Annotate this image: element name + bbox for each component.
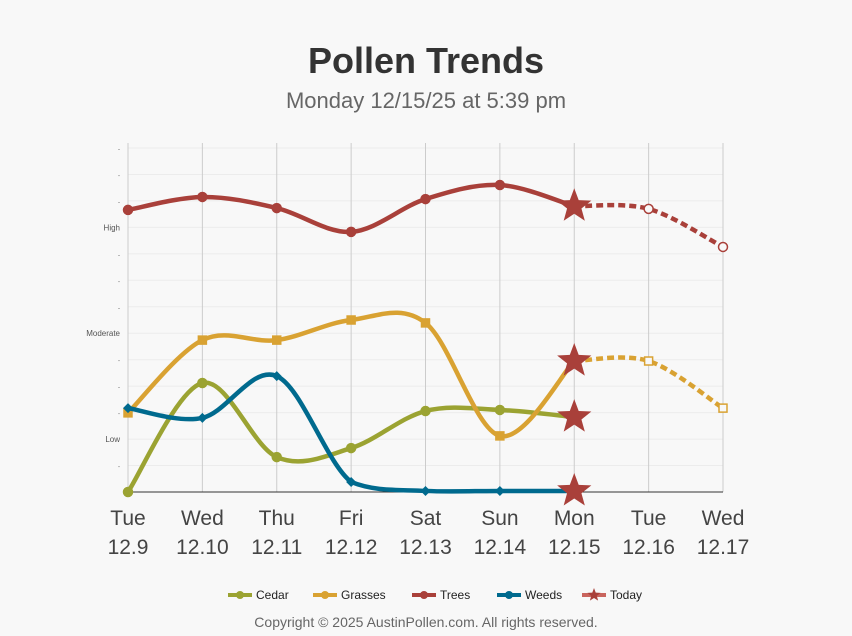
data-point bbox=[197, 191, 208, 203]
data-point bbox=[197, 335, 208, 345]
y-tick: - bbox=[118, 200, 120, 206]
data-point bbox=[495, 431, 505, 441]
today-marker bbox=[557, 399, 592, 432]
x-tick-date: 12.9 bbox=[108, 536, 149, 559]
y-tick: - bbox=[118, 253, 120, 259]
x-tick-date: 12.12 bbox=[325, 536, 378, 559]
legend-marker bbox=[236, 591, 244, 599]
data-point bbox=[122, 204, 134, 216]
data-point bbox=[197, 377, 208, 389]
x-tick-day: Sun bbox=[481, 507, 518, 530]
data-point bbox=[123, 403, 133, 414]
data-point bbox=[345, 226, 357, 238]
legend-label: Today bbox=[610, 588, 642, 602]
copyright: Copyright © 2025 AustinPollen.com. All r… bbox=[254, 614, 598, 630]
chart-title: Pollen Trends bbox=[307, 40, 545, 81]
chart-subtitle: Monday 12/15/25 at 5:39 pm bbox=[285, 88, 567, 113]
data-point bbox=[272, 335, 282, 345]
x-tick-date: 12.11 bbox=[251, 536, 302, 559]
data-point bbox=[718, 403, 728, 413]
data-point bbox=[122, 486, 134, 498]
x-tick-day: Tue bbox=[110, 507, 145, 530]
data-point bbox=[643, 203, 654, 215]
y-tick: - bbox=[118, 306, 120, 312]
x-tick-day: Wed bbox=[702, 507, 745, 530]
data-point bbox=[494, 404, 506, 416]
y-tick: - bbox=[118, 173, 120, 179]
y-tick: Moderate bbox=[86, 329, 120, 338]
legend-star-icon bbox=[587, 588, 601, 601]
y-tick: High bbox=[104, 223, 120, 232]
data-point bbox=[346, 476, 357, 487]
x-tick-date: 12.13 bbox=[399, 536, 452, 559]
data-point bbox=[494, 179, 506, 191]
x-tick-day: Fri bbox=[339, 507, 364, 530]
data-point bbox=[643, 356, 654, 366]
x-tick-day: Sat bbox=[410, 507, 442, 530]
y-tick: - bbox=[118, 465, 120, 471]
x-tick-day: Mon bbox=[554, 507, 595, 530]
y-tick: - bbox=[118, 279, 120, 285]
legend-label: Grasses bbox=[341, 588, 386, 602]
legend-marker bbox=[505, 591, 513, 599]
today-marker bbox=[557, 343, 592, 376]
data-point bbox=[420, 405, 431, 417]
x-tick-date: 12.17 bbox=[697, 536, 750, 559]
x-tick-date: 12.15 bbox=[548, 536, 601, 559]
y-tick: Low bbox=[105, 435, 120, 444]
data-point bbox=[420, 193, 431, 205]
y-tick: - bbox=[118, 385, 120, 391]
y-tick: - bbox=[118, 412, 120, 418]
legend-marker bbox=[420, 591, 428, 599]
data-point bbox=[494, 485, 505, 496]
legend-label: Cedar bbox=[256, 588, 289, 602]
x-tick-day: Thu bbox=[259, 507, 295, 530]
forecast-line-grasses bbox=[574, 355, 725, 411]
today-marker bbox=[557, 188, 592, 221]
data-point bbox=[345, 442, 357, 454]
data-point bbox=[271, 451, 282, 463]
x-tick-day: Wed bbox=[181, 507, 224, 530]
data-point bbox=[197, 412, 208, 423]
today-marker bbox=[557, 472, 592, 506]
data-point bbox=[420, 318, 431, 328]
x-tick-date: 12.10 bbox=[176, 536, 229, 559]
y-tick: - bbox=[118, 359, 120, 365]
legend-marker bbox=[321, 591, 329, 599]
data-point bbox=[420, 485, 431, 496]
x-tick-day: Tue bbox=[631, 507, 666, 530]
legend-label: Weeds bbox=[525, 588, 562, 602]
y-tick: - bbox=[118, 147, 120, 153]
legend-label: Trees bbox=[440, 588, 470, 602]
data-point bbox=[717, 241, 729, 253]
x-tick-date: 12.16 bbox=[622, 536, 675, 559]
x-tick-date: 12.14 bbox=[474, 536, 527, 559]
data-point bbox=[271, 371, 282, 382]
data-point bbox=[346, 315, 356, 325]
data-point bbox=[271, 202, 282, 214]
